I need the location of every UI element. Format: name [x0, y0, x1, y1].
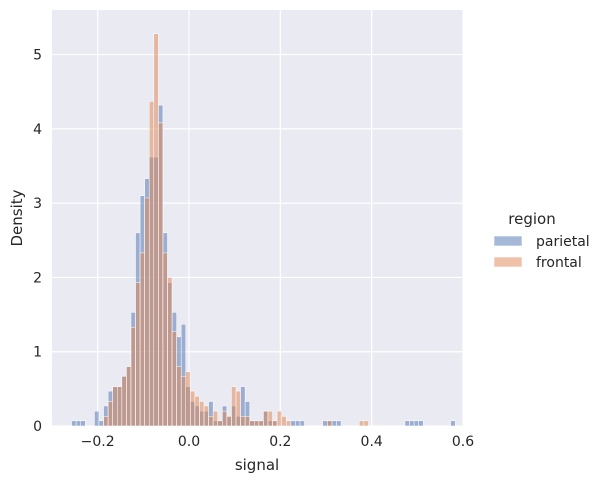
y-tick-label: 1: [33, 345, 42, 361]
histogram-bar-frontal: [130, 326, 136, 427]
histogram-bar-parietal: [98, 420, 104, 427]
histogram-bar-frontal: [281, 416, 287, 427]
histogram-bar-frontal: [212, 410, 218, 427]
histogram-bar-parietal: [299, 420, 305, 427]
x-axis-label: signal: [235, 456, 279, 474]
histogram-bar-frontal: [103, 416, 109, 427]
x-tick-label: −0.2: [81, 434, 115, 450]
legend: region parietal frontal: [493, 210, 590, 271]
legend-title: region: [508, 210, 555, 228]
histogram-bar-frontal: [272, 420, 278, 427]
histogram-bar-parietal: [322, 420, 328, 427]
y-tick-label: 3: [33, 196, 42, 212]
histogram-bar-frontal: [254, 420, 260, 427]
histogram-bar-frontal: [112, 386, 118, 427]
histogram-bar-parietal: [418, 420, 424, 427]
histogram-bar-parietal: [295, 420, 301, 427]
histogram-bar-frontal: [263, 410, 269, 427]
histogram-bar-frontal: [126, 366, 132, 427]
x-tick-label: 0.0: [178, 434, 200, 450]
y-tick-label: 5: [33, 48, 42, 64]
histogram-bar-frontal: [285, 420, 292, 427]
x-tick-label: 0.2: [269, 434, 291, 450]
histogram-bar-frontal: [180, 375, 187, 427]
histogram-bar-frontal: [107, 401, 113, 427]
histogram-bar-frontal: [144, 197, 150, 427]
histogram-bar-frontal: [208, 416, 214, 427]
legend-swatch-parietal: [493, 235, 523, 247]
frontal-bars: [103, 33, 369, 427]
legend-swatch-frontal: [493, 256, 523, 268]
histogram-bar-frontal: [276, 410, 282, 427]
histogram-bar-frontal: [199, 401, 205, 427]
y-axis-label: Density: [8, 189, 26, 246]
histogram-bar-frontal: [267, 410, 273, 427]
histogram-bar-frontal: [226, 416, 232, 427]
histogram-bar-parietal: [336, 420, 342, 427]
histogram-bar-frontal: [194, 396, 200, 427]
legend-label-frontal: frontal: [536, 255, 582, 271]
y-tick-label: 2: [33, 270, 42, 286]
histogram-bar-frontal: [190, 390, 196, 427]
histogram-bar-frontal: [158, 122, 164, 427]
histogram-bar-frontal: [327, 420, 333, 427]
x-axis-ticks: −0.2 0.0 0.2 0.4 0.6: [81, 434, 475, 450]
histogram-bar-frontal: [167, 277, 173, 427]
histogram-bar-frontal: [171, 331, 177, 427]
histogram-bar-parietal: [75, 420, 81, 427]
histogram-bar-parietal: [71, 420, 77, 427]
y-tick-label: 0: [33, 419, 42, 435]
histogram-bar-frontal: [258, 420, 264, 427]
plot-area: [52, 10, 463, 426]
histogram-bar-frontal: [235, 390, 241, 427]
legend-label-parietal: parietal: [536, 234, 590, 250]
histogram-bar-frontal: [117, 386, 123, 427]
histogram-bar-frontal: [162, 252, 168, 427]
histogram-bar-frontal: [222, 410, 228, 427]
histogram-bar-frontal: [203, 405, 209, 427]
y-tick-label: 4: [33, 122, 42, 138]
x-tick-label: 0.6: [452, 434, 474, 450]
histogram-bar-frontal: [249, 420, 255, 427]
x-tick-label: 0.4: [361, 434, 383, 450]
histogram-bar-frontal: [148, 101, 155, 427]
histogram-bar-frontal: [217, 420, 223, 427]
histogram-bar-frontal: [363, 420, 369, 427]
histogram-bar-frontal: [244, 416, 250, 427]
histogram-bar-parietal: [450, 420, 456, 427]
histogram-bar-frontal: [185, 371, 191, 427]
histogram-bar-parietal: [409, 420, 415, 427]
histogram-bar-parietal: [331, 420, 337, 427]
histogram-bar-parietal: [80, 420, 86, 427]
histogram-bar-parietal: [290, 420, 296, 427]
histogram-bar-parietal: [413, 420, 419, 427]
histogram-bar-frontal: [359, 420, 365, 427]
histogram-bar-frontal: [231, 386, 237, 427]
histogram-bar-parietal: [94, 410, 100, 427]
histogram-bar-parietal: [404, 420, 410, 427]
histogram-bar-frontal: [135, 282, 141, 427]
histogram-bar-frontal: [121, 375, 127, 427]
histogram-bar-frontal: [139, 252, 145, 427]
histogram-bar-frontal: [153, 33, 159, 427]
histogram-bar-frontal: [240, 416, 246, 427]
y-axis-ticks: 0 1 2 3 4 5: [33, 48, 42, 435]
histogram-bar-frontal: [176, 366, 182, 427]
